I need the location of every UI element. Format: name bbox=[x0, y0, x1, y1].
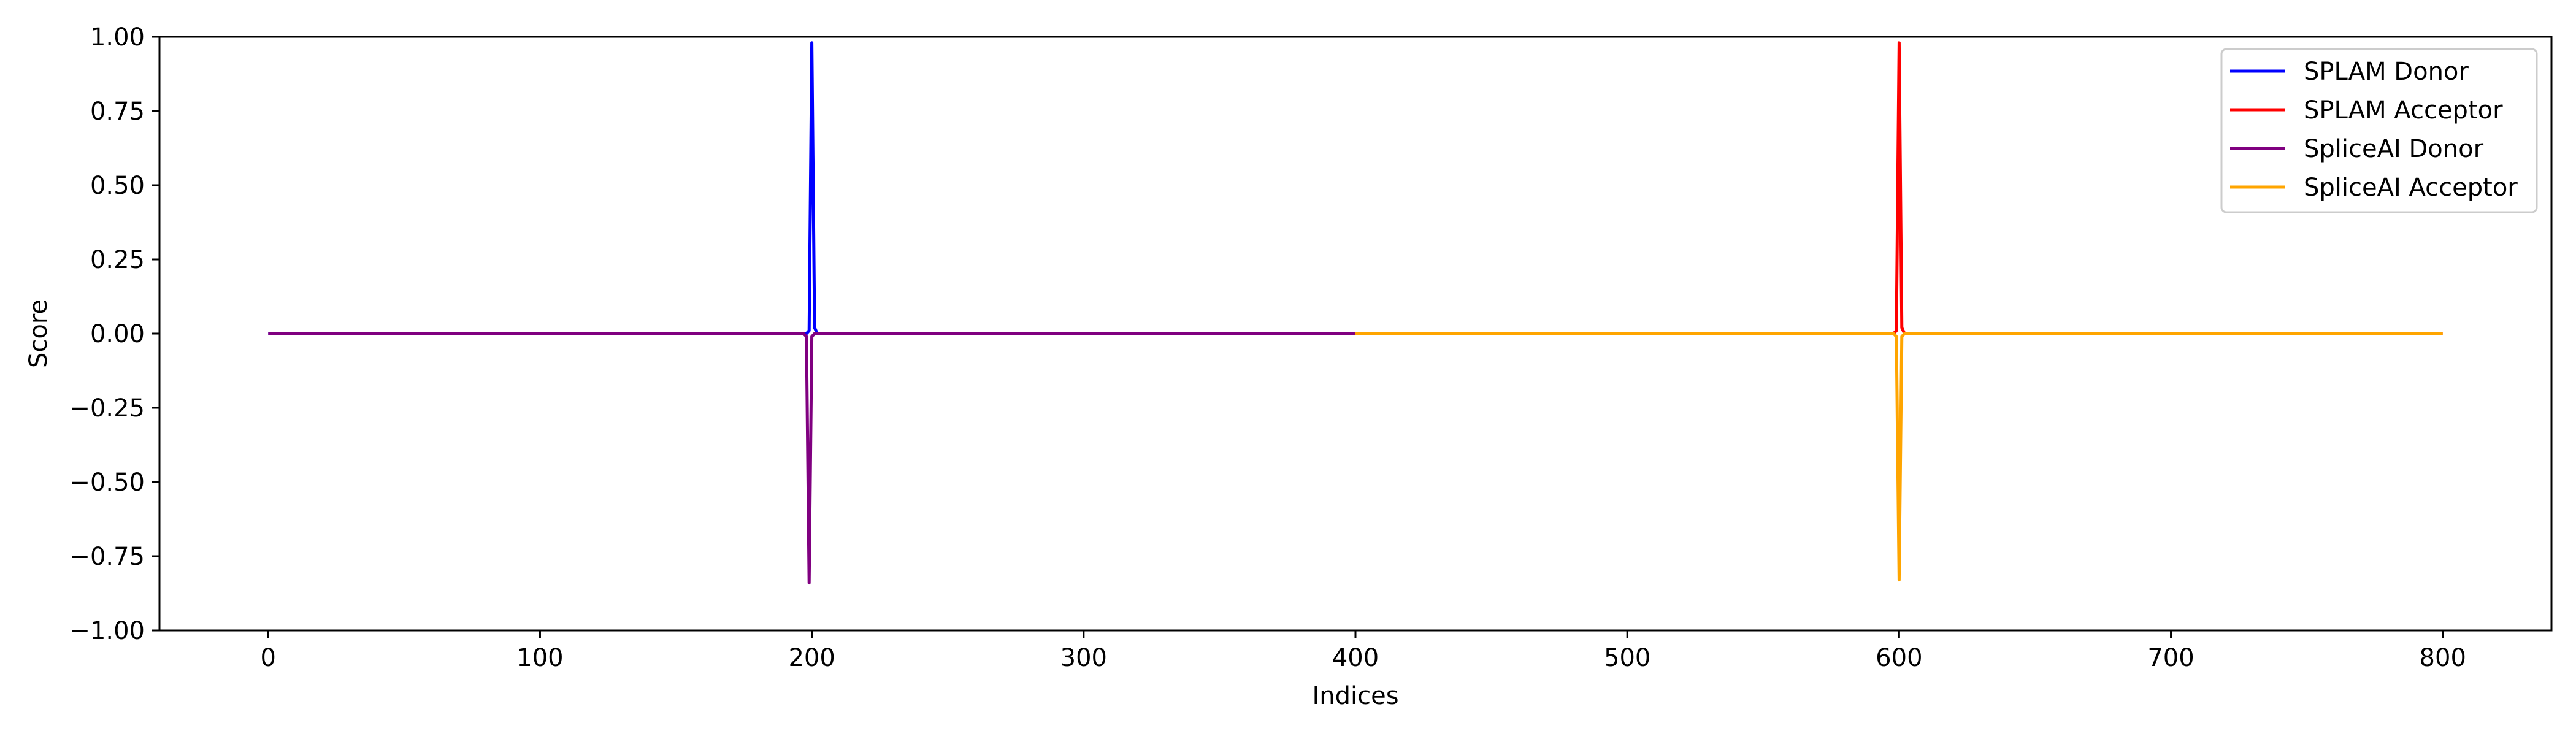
x-tick-label: 0 bbox=[261, 644, 276, 672]
y-axis-label: Score bbox=[25, 299, 53, 368]
x-tick-label: 300 bbox=[1060, 644, 1107, 672]
legend-label: SpliceAI Acceptor bbox=[2304, 174, 2518, 202]
legend-box bbox=[2220, 48, 2538, 213]
legend-label: SpliceAI Donor bbox=[2304, 135, 2484, 163]
series-line-4 bbox=[1355, 332, 2443, 582]
y-tick-label: 0.25 bbox=[90, 246, 145, 274]
x-tick-label: 400 bbox=[1332, 644, 1379, 672]
series-line-3 bbox=[268, 332, 1355, 585]
y-tick-label: −0.25 bbox=[69, 394, 145, 423]
y-tick-label: −0.50 bbox=[69, 469, 145, 497]
x-tick-label: 100 bbox=[516, 644, 563, 672]
legend-label: SPLAM Donor bbox=[2304, 58, 2469, 86]
y-tick-label: 0.75 bbox=[90, 98, 145, 126]
x-tick-label: 500 bbox=[1604, 644, 1650, 672]
y-tick-label: 0.50 bbox=[90, 172, 145, 200]
series-layer bbox=[268, 41, 2443, 585]
legend-items: SPLAM Donor SPLAM Acceptor SpliceAI Donor S… bbox=[2230, 58, 2518, 202]
legend: SPLAM Donor SPLAM Acceptor SpliceAI Donor S… bbox=[2220, 48, 2538, 213]
y-tick-label: −1.00 bbox=[69, 617, 145, 645]
x-axis-label: Indices bbox=[1312, 682, 1398, 710]
x-tick-label: 700 bbox=[2147, 644, 2194, 672]
x-tick-label: 200 bbox=[788, 644, 835, 672]
y-axis-ticks: −1.00 −0.75 −0.50 −0.25 0.00 0.25 0.50 0.75 1.00 bbox=[69, 23, 159, 645]
y-tick-label: 1.00 bbox=[90, 23, 145, 52]
x-axis-ticks: 0 100 200 300 400 500 600 700 800 bbox=[261, 630, 2466, 672]
x-tick-label: 600 bbox=[1876, 644, 1922, 672]
y-tick-label: −0.75 bbox=[69, 543, 145, 571]
x-tick-label: 800 bbox=[2420, 644, 2466, 672]
y-tick-label: 0.00 bbox=[90, 320, 145, 348]
legend-label: SPLAM Acceptor bbox=[2304, 96, 2503, 124]
